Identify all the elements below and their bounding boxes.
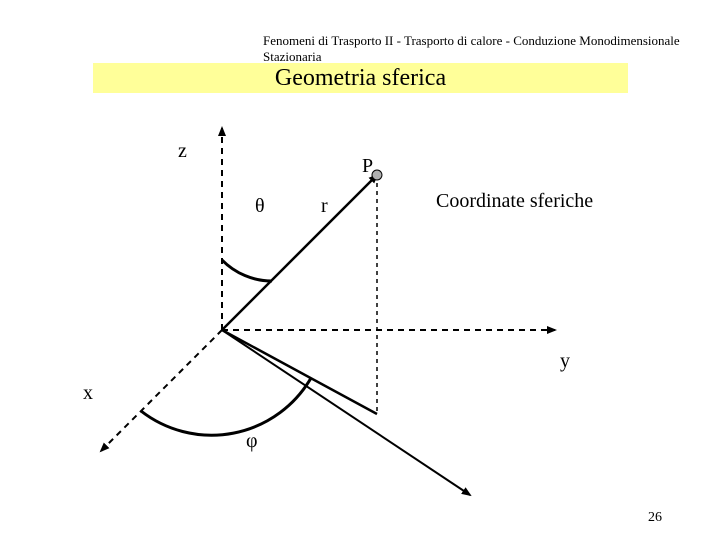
- page-number: 26: [648, 510, 662, 526]
- r-vector: [222, 175, 377, 330]
- x-ext-line: [222, 330, 470, 495]
- spherical-diagram: [0, 0, 720, 540]
- x-axis-label: x: [83, 382, 93, 405]
- point-p-label: P: [362, 155, 373, 178]
- coord-annotation: Coordinate sferiche: [436, 190, 593, 213]
- theta-arc: [222, 260, 272, 281]
- y-axis-label: y: [560, 350, 570, 373]
- r-label: r: [321, 195, 328, 218]
- x-axis: [101, 330, 222, 451]
- theta-label: θ: [255, 195, 265, 218]
- phi-label: φ: [246, 430, 258, 453]
- z-axis-label: z: [178, 140, 187, 163]
- foot-line: [222, 330, 377, 414]
- point-p: [372, 170, 382, 180]
